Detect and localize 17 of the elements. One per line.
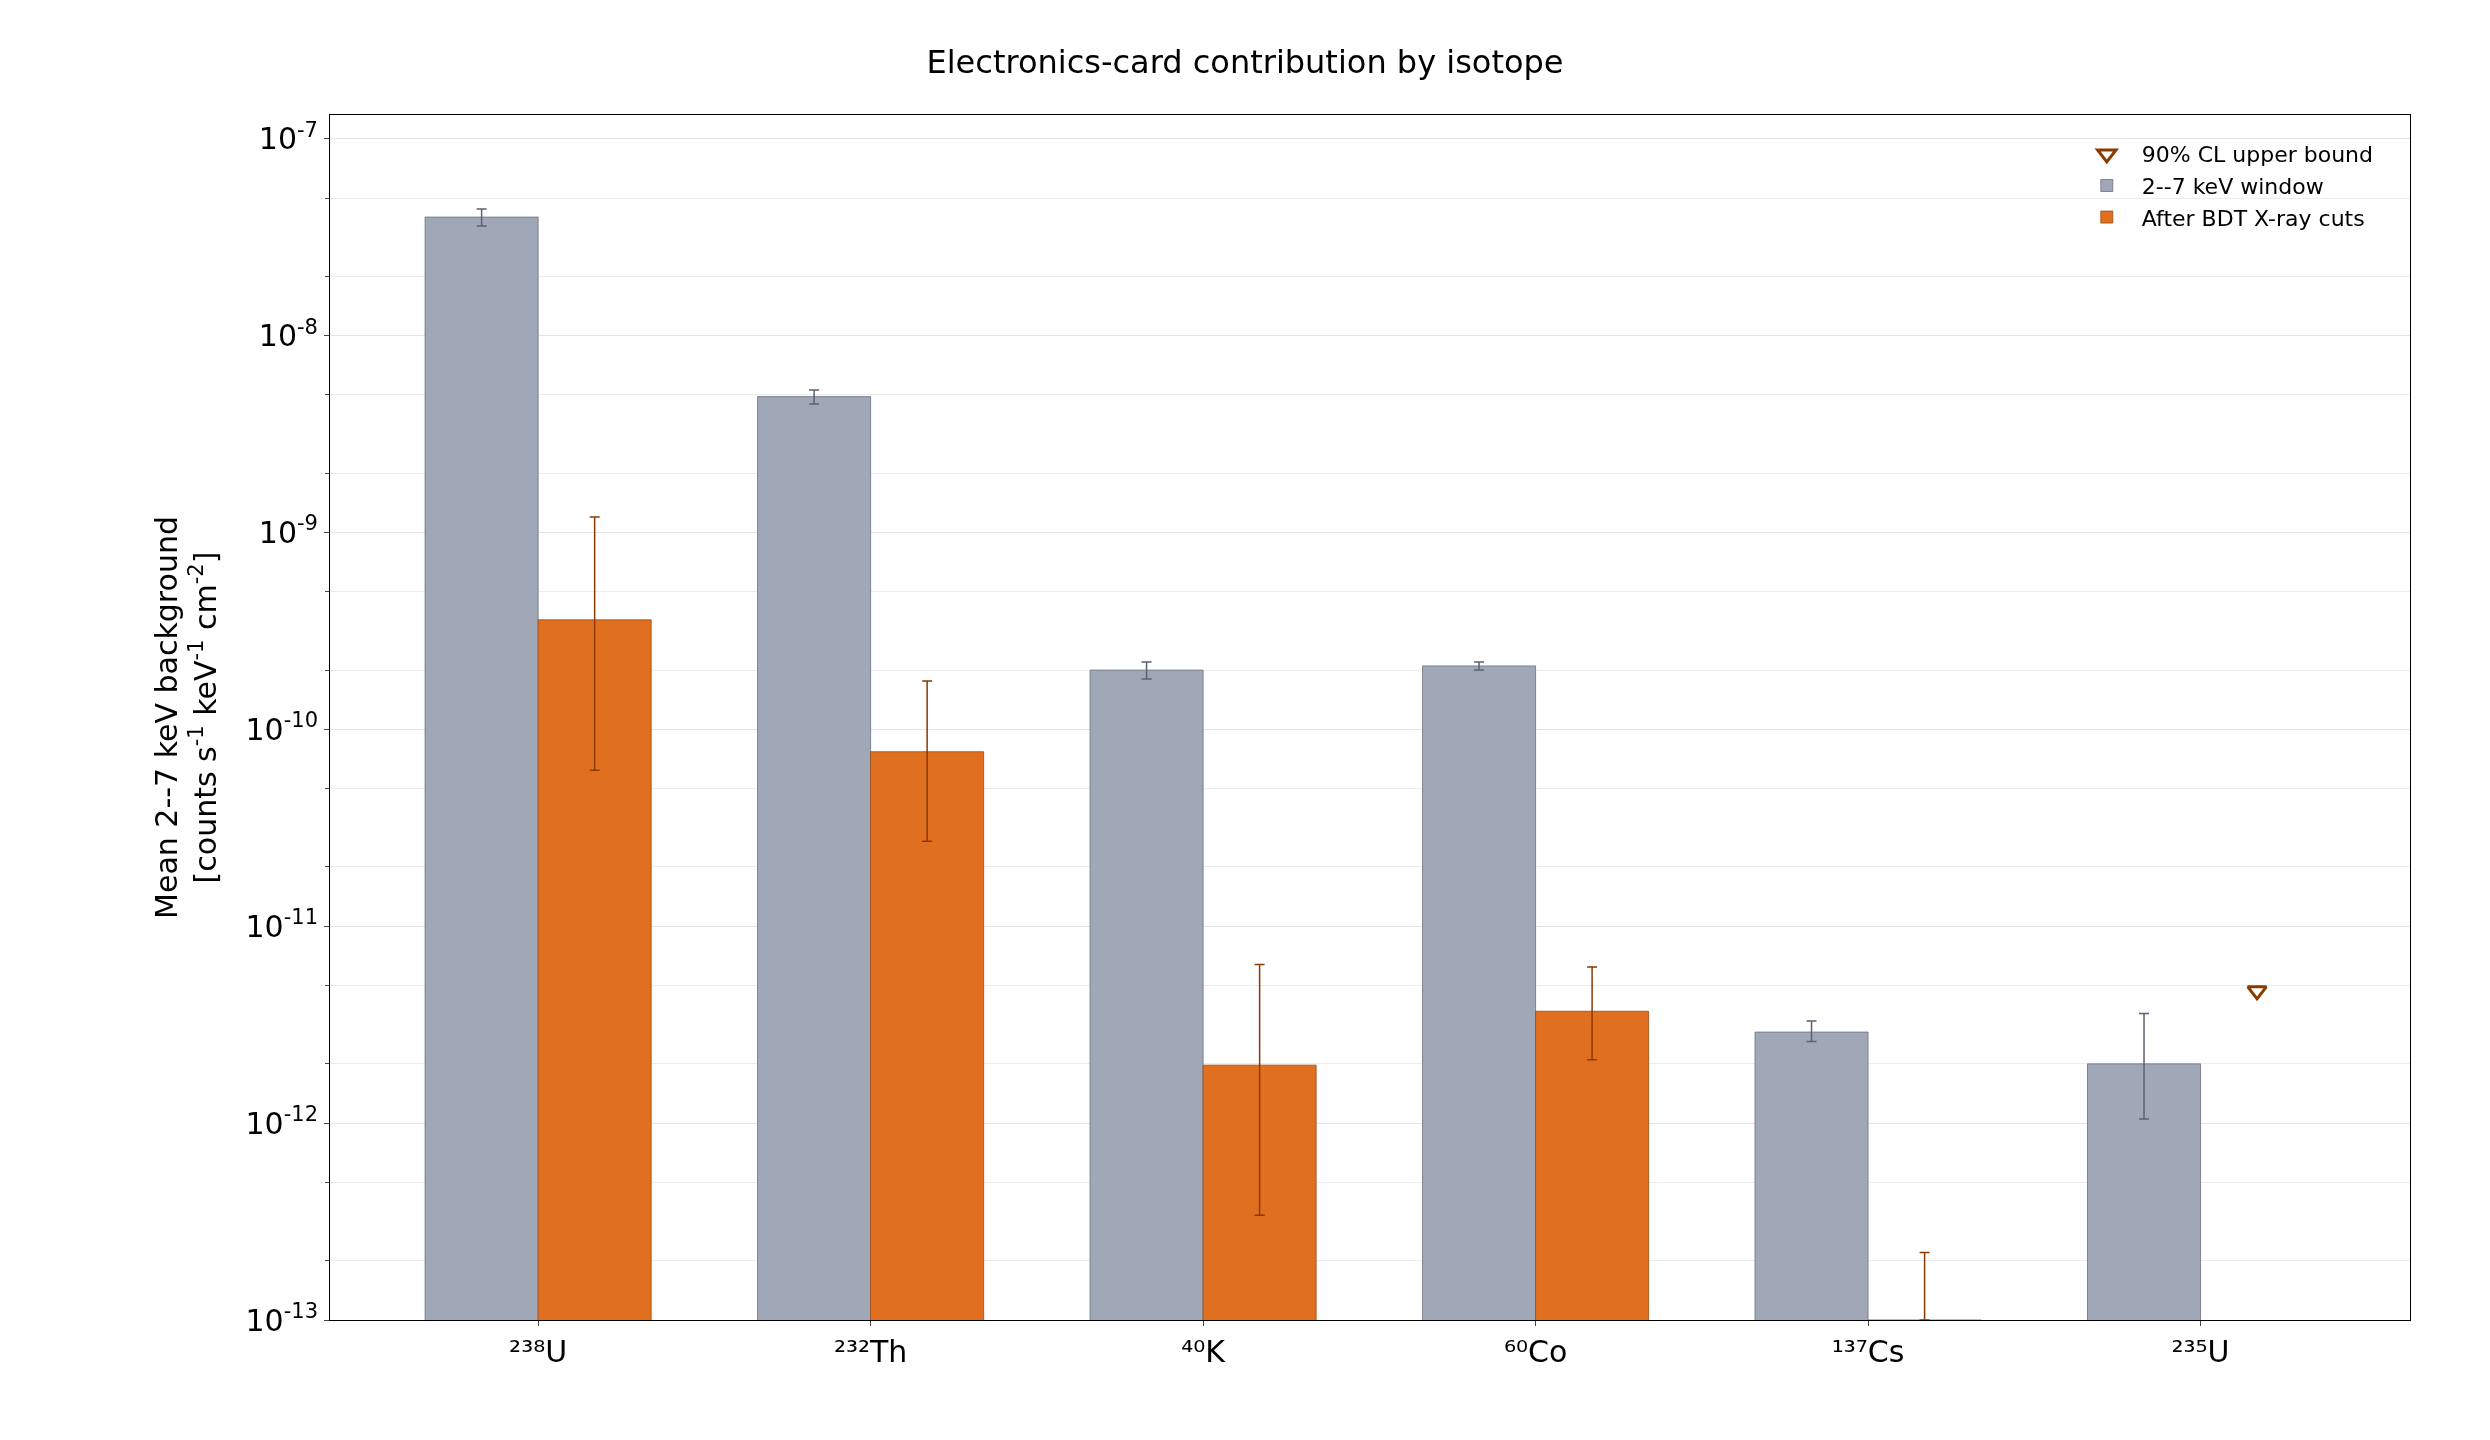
x-tick-label: ²³⁸U: [509, 1334, 568, 1369]
y-tick-label: 10$^{-12}$: [245, 1102, 318, 1141]
y-tick-label: 10$^{-7}$: [258, 117, 318, 157]
y-tick-label: 10$^{-8}$: [258, 314, 318, 354]
y-tick-label: 10$^{-9}$: [258, 511, 318, 550]
y-tick-label: 10$^{-11}$: [245, 905, 318, 944]
chart-title: Electronics-card contribution by isotope: [926, 42, 1564, 81]
x-tick-label: ²³⁵U: [2171, 1334, 2230, 1369]
x-tick-label: ⁶⁰Co: [1503, 1334, 1568, 1369]
x-tick-label: ¹³⁷Cs: [1831, 1334, 1905, 1369]
y-tick-label: 10$^{-10}$: [245, 708, 318, 747]
legend-label: After BDT X-ray cuts: [2141, 205, 2365, 231]
x-tick-label: ²³²Th: [833, 1334, 908, 1369]
legend-label: 2--7 keV window: [2141, 174, 2324, 200]
y-tick-label: 10$^{-13}$: [245, 1298, 318, 1338]
x-tick-label: ⁴⁰K: [1181, 1334, 1227, 1369]
legend-label: 90% CL upper bound: [2141, 142, 2374, 168]
